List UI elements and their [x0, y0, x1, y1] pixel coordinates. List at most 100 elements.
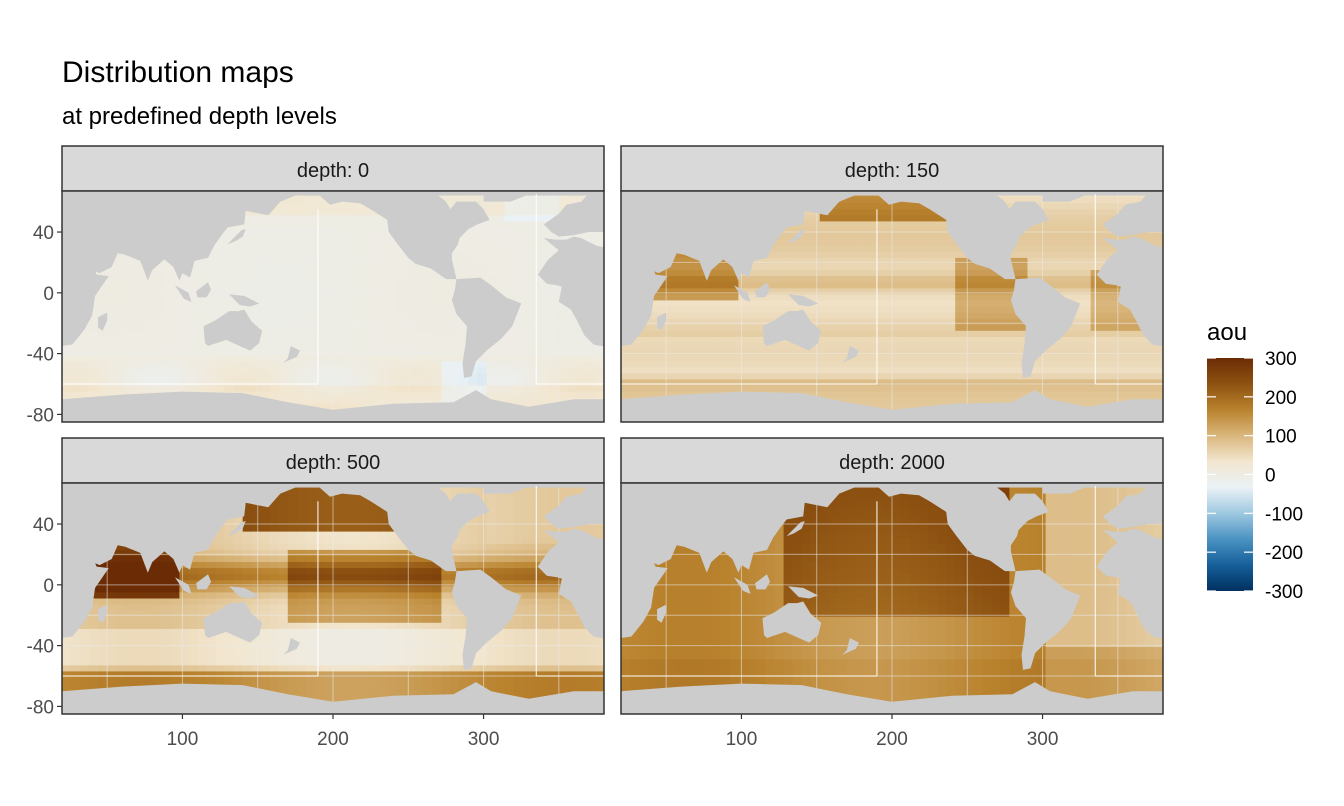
aou-cell — [747, 385, 758, 393]
aou-cell — [946, 263, 956, 271]
aou-cell — [360, 233, 370, 241]
aou-cell — [278, 343, 289, 350]
aou-cell — [873, 294, 884, 301]
aou-cell — [269, 288, 280, 295]
aou-cell — [432, 330, 442, 338]
aou-cell — [693, 343, 703, 350]
aou-cell — [567, 349, 578, 356]
aou-cell — [883, 215, 893, 222]
aou-cell — [396, 361, 406, 368]
aou-cell — [387, 318, 397, 326]
aou-cell — [765, 257, 776, 265]
aou-cell — [161, 257, 171, 265]
aou-cell — [1126, 233, 1137, 241]
aou-cell — [711, 276, 721, 283]
aou-cell — [224, 373, 235, 381]
aou-cell — [269, 294, 280, 301]
aou-cell — [1081, 227, 1092, 235]
aou-cell — [468, 263, 479, 271]
aou-cell — [982, 373, 992, 381]
aou-cell — [702, 355, 712, 362]
aou-cell — [333, 318, 343, 326]
aou-cell — [396, 343, 406, 350]
aou-cell — [648, 373, 658, 381]
aou-cell — [125, 300, 135, 308]
aou-cell — [774, 270, 785, 277]
aou-cell — [991, 324, 1001, 332]
aou-cell — [387, 257, 397, 265]
aou-cell — [62, 653, 72, 660]
aou-cell — [405, 336, 415, 344]
aou-cell — [116, 251, 126, 259]
aou-cell — [360, 306, 370, 314]
aou-cell — [567, 379, 578, 387]
aou-cell — [287, 336, 298, 344]
aou-cell — [883, 324, 893, 332]
aou-cell — [378, 330, 388, 338]
aou-cell — [179, 282, 189, 289]
aou-cell — [242, 385, 253, 393]
aou-cell — [1154, 239, 1163, 247]
aou-cell — [702, 373, 712, 381]
aou-cell — [215, 355, 226, 362]
aou-cell — [360, 245, 370, 253]
aou-cell — [179, 385, 189, 393]
aou-cell — [513, 203, 524, 210]
aou-cell — [810, 367, 821, 374]
aou-cell — [432, 336, 442, 344]
aou-cell — [1081, 324, 1092, 332]
aou-cell — [116, 574, 126, 581]
aou-cell — [351, 403, 361, 411]
facet-panel-2: depth: 500 — [61, 437, 605, 715]
aou-cell — [450, 367, 460, 374]
aou-cell — [639, 379, 649, 387]
aou-cell — [666, 288, 676, 295]
aou-cell — [883, 355, 893, 362]
aou-cell — [937, 373, 947, 381]
aou-cell — [864, 300, 875, 308]
aou-cell — [828, 233, 839, 241]
aou-cell — [360, 355, 370, 362]
aou-cell — [468, 373, 479, 381]
aou-cell — [432, 300, 442, 308]
aou-cell — [206, 318, 217, 326]
aou-cell — [333, 306, 343, 314]
aou-cell — [982, 379, 992, 387]
aou-cell — [369, 233, 379, 241]
aou-cell — [684, 336, 694, 344]
aou-cell — [477, 233, 488, 241]
land-madagascar — [98, 312, 108, 331]
aou-cell — [296, 245, 307, 253]
aou-cell — [1027, 245, 1038, 253]
aou-cell — [224, 245, 235, 253]
aou-cell — [666, 391, 676, 399]
aou-cell — [738, 361, 748, 368]
aou-cell — [351, 330, 361, 338]
aou-cell — [873, 245, 884, 253]
aou-cell — [269, 257, 280, 265]
aou-cell — [720, 355, 730, 362]
aou-cell — [125, 671, 135, 679]
aou-cell — [351, 288, 361, 295]
aou-cell — [567, 197, 578, 204]
aou-cell — [486, 209, 497, 216]
aou-cell — [351, 233, 361, 241]
aou-cell — [188, 294, 199, 301]
aou-cell — [305, 227, 316, 235]
aou-cell — [495, 397, 506, 405]
aou-cell — [405, 312, 415, 320]
aou-cell — [919, 245, 929, 253]
aou-cell — [378, 391, 388, 399]
aou-cell — [1027, 385, 1038, 393]
aou-cell — [324, 276, 334, 283]
aou-cell — [351, 306, 361, 314]
aou-cell — [855, 270, 866, 277]
aou-cell — [233, 361, 244, 368]
aou-cell — [1117, 197, 1128, 204]
aou-cell — [549, 306, 560, 314]
aou-cell — [342, 361, 352, 368]
aou-cell — [982, 385, 992, 393]
aou-cell — [441, 330, 451, 338]
aou-cell — [504, 263, 515, 271]
aou-cell — [305, 209, 316, 216]
